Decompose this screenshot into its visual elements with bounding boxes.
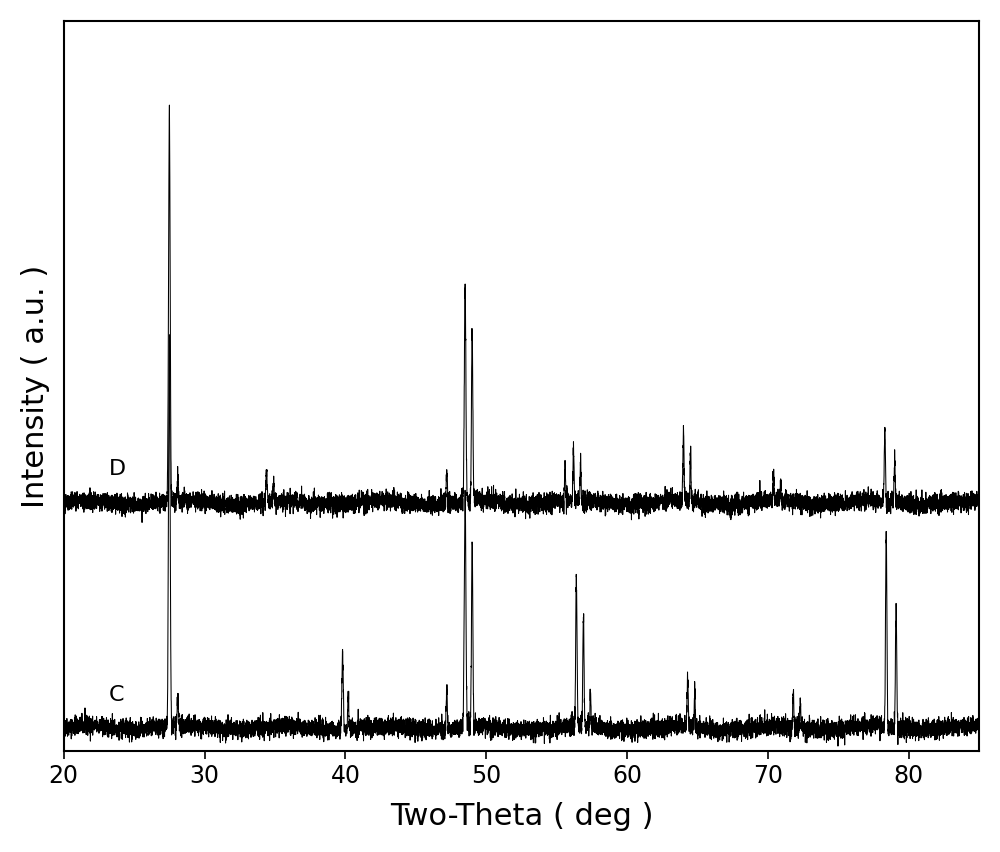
Text: D: D xyxy=(109,459,126,480)
X-axis label: Two-Theta ( deg ): Two-Theta ( deg ) xyxy=(390,803,653,832)
Text: C: C xyxy=(109,685,124,705)
Y-axis label: Intensity ( a.u. ): Intensity ( a.u. ) xyxy=(21,264,50,508)
